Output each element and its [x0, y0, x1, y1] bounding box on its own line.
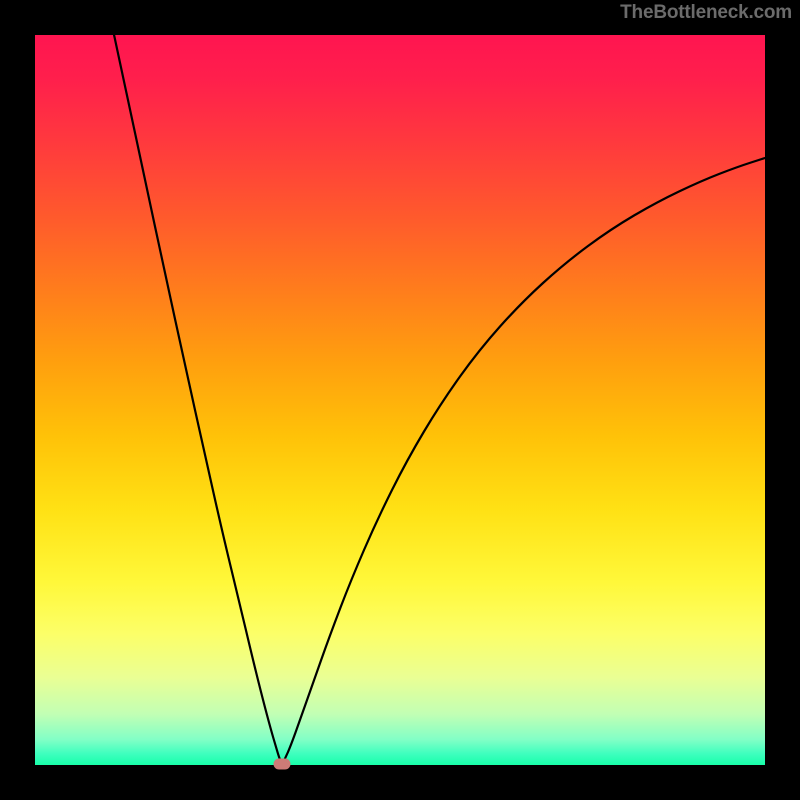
chart-frame: TheBottleneck.com	[0, 0, 800, 800]
optimum-marker	[274, 759, 291, 770]
watermark-text: TheBottleneck.com	[620, 2, 792, 24]
bottleneck-curve	[35, 35, 765, 765]
curve-path	[113, 35, 765, 764]
plot-area	[35, 35, 765, 765]
